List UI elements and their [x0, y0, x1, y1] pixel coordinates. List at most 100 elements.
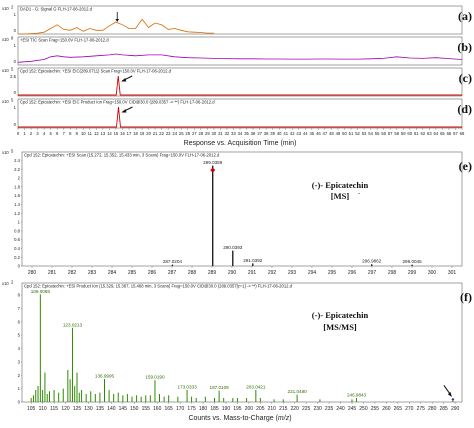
panel-f-peak-label: 203.0421 [246, 384, 266, 389]
panel-f-x-tick: 270 [405, 406, 414, 412]
panel-c-header: Cpd 152: Epicatechin: +ESI EIC(289.0711)… [20, 69, 172, 74]
time-axis-tick: 68 [460, 131, 465, 136]
time-axis-tick: 26 [185, 131, 190, 136]
panel-e-x-tick: 296 [348, 270, 357, 276]
time-axis-tick: 43 [296, 131, 301, 136]
time-axis-tick: 60 [407, 131, 412, 136]
panel-e-x-tick: 301 [448, 270, 457, 276]
panel-e-y-tick: 0.8 [14, 228, 20, 233]
panel-c-y-multiplier: x10 [2, 68, 9, 73]
panel-e-peak-label: 290.0393 [223, 245, 243, 250]
panel-e-peak-label: 287.0204 [163, 259, 183, 264]
panel-e-x-tick: 299 [408, 270, 417, 276]
panel-f-compound: (-)- Epicatechin [312, 310, 369, 320]
panel-c-y-tick: 0 [14, 90, 17, 95]
panel-b-y-tick: 0 [14, 59, 17, 64]
panel-e-y-multiplier: x10 [2, 150, 9, 155]
panel-f-peak-label: 173.0333 [177, 384, 197, 389]
panel-f-peak-label: 246.9843 [347, 392, 367, 397]
panel-d-y-tick: 1 [14, 105, 17, 110]
panel-e-peak-label: 289.0359 [203, 160, 223, 165]
time-axis-tick: 30 [212, 131, 217, 136]
panel-e-header: Cpd 152: Epicatechin: +ESI Scan (15.272,… [24, 153, 220, 158]
panel-e-peak-label: 291.0392 [243, 258, 263, 263]
panel-d-y-tick: 0 [14, 122, 17, 127]
panel-a-trace [18, 18, 214, 35]
panel-e-x-tick: 300 [428, 270, 437, 276]
panel-d-arrow-head [121, 109, 127, 113]
time-axis-tick: 22 [159, 131, 164, 136]
time-axis-tick: 14 [107, 131, 112, 136]
panel-f-x-tick: 220 [291, 406, 300, 412]
panel-f-letter: (f) [460, 290, 472, 304]
time-axis-tick: 2 [30, 131, 33, 136]
time-axis-tick: 1 [23, 131, 26, 136]
time-axis-tick: 54 [368, 131, 373, 136]
panel-e-y-exponent: 5 [11, 149, 14, 154]
time-axis-tick: 46 [316, 131, 321, 136]
panel-e-x-tick: 285 [128, 270, 137, 276]
panel-d-header: Cpd 152: Epicatechin: +ESI EIC Product I… [20, 100, 215, 105]
panel-c-y-tick: 2.5 [10, 74, 16, 79]
panel-e-x-tick: 280 [28, 270, 37, 276]
panel-e-x-tick: 294 [308, 270, 317, 276]
panel-e-x-tick: 291 [248, 270, 257, 276]
panel-f-x-tick: 180 [199, 406, 208, 412]
panel-d-letter: (d) [457, 102, 472, 116]
panel-f-x-tick: 195 [233, 406, 242, 412]
panel-a-y-tick: 1 [14, 12, 17, 17]
panel-a-y-exponent: 2 [11, 5, 14, 10]
panel-f-x-tick: 155 [142, 406, 151, 412]
panel-f-x-tick: 120 [61, 406, 70, 412]
panel-f-x-tick: 105 [27, 406, 36, 412]
panel-f-y-tick: 4 [18, 346, 21, 351]
panel-e-peak-label: 296.9862 [362, 259, 382, 264]
panel-f-x-tick: 260 [382, 406, 391, 412]
time-axis-tick: 28 [198, 131, 203, 136]
time-axis-tick: 10 [81, 131, 86, 136]
panel-f-x-tick: 190 [222, 406, 231, 412]
panel-e-peak-label: 299.0045 [403, 259, 423, 264]
panel-f-peak-label: 123.0213 [63, 322, 83, 327]
time-axis-tick: 36 [251, 131, 256, 136]
time-axis-label: Response vs. Acquisition Time (min) [184, 140, 297, 147]
time-axis-tick: 51 [349, 131, 354, 136]
panel-c-trace [18, 75, 462, 96]
time-axis-tick: 55 [375, 131, 380, 136]
time-axis-tick: 52 [355, 131, 360, 136]
panel-f-x-tick: 250 [359, 406, 368, 412]
time-axis-tick: 31 [218, 131, 223, 136]
panel-f-x-tick: 275 [417, 406, 426, 412]
panel-a-arrow-head [115, 19, 120, 22]
time-axis-tick: 65 [440, 131, 445, 136]
time-axis-tick: 23 [166, 131, 171, 136]
time-axis-tick: 24 [172, 131, 177, 136]
panel-e-y-tick: 0.6 [14, 237, 20, 242]
time-axis-tick: 49 [336, 131, 341, 136]
time-axis-tick: 67 [453, 131, 458, 136]
time-axis-tick: 48 [329, 131, 334, 136]
panel-f-y-tick: 7 [18, 306, 21, 311]
time-axis-tick: 17 [127, 131, 132, 136]
panel-e-frame [21, 151, 463, 267]
panel-f-peak-label: 136.9995 [95, 374, 115, 379]
time-axis-tick: 16 [120, 131, 125, 136]
time-axis-tick: 57 [388, 131, 393, 136]
panel-f-x-tick: 135 [96, 406, 105, 412]
time-axis-tick: 58 [394, 131, 399, 136]
time-axis-tick: 56 [381, 131, 386, 136]
time-axis-tick: 9 [76, 131, 79, 136]
panel-b-y-multiplier: x10 [2, 37, 9, 42]
panel-f-x-tick: 160 [153, 406, 162, 412]
panel-f-y-tick: 0 [18, 400, 21, 405]
panel-e-letter: (e) [459, 159, 472, 173]
panel-f-y-exponent: 2 [11, 280, 14, 285]
time-axis-tick: 21 [153, 131, 158, 136]
time-axis-tick: 20 [146, 131, 151, 136]
panel-e-precursor-marker [210, 167, 216, 173]
time-axis-tick: 29 [205, 131, 210, 136]
panel-f-y-tick: 8 [18, 293, 21, 298]
panel-f-x-tick: 130 [84, 406, 93, 412]
panel-d-y-exponent: 5 [11, 98, 14, 103]
panel-f-y-tick: 1 [18, 386, 21, 391]
